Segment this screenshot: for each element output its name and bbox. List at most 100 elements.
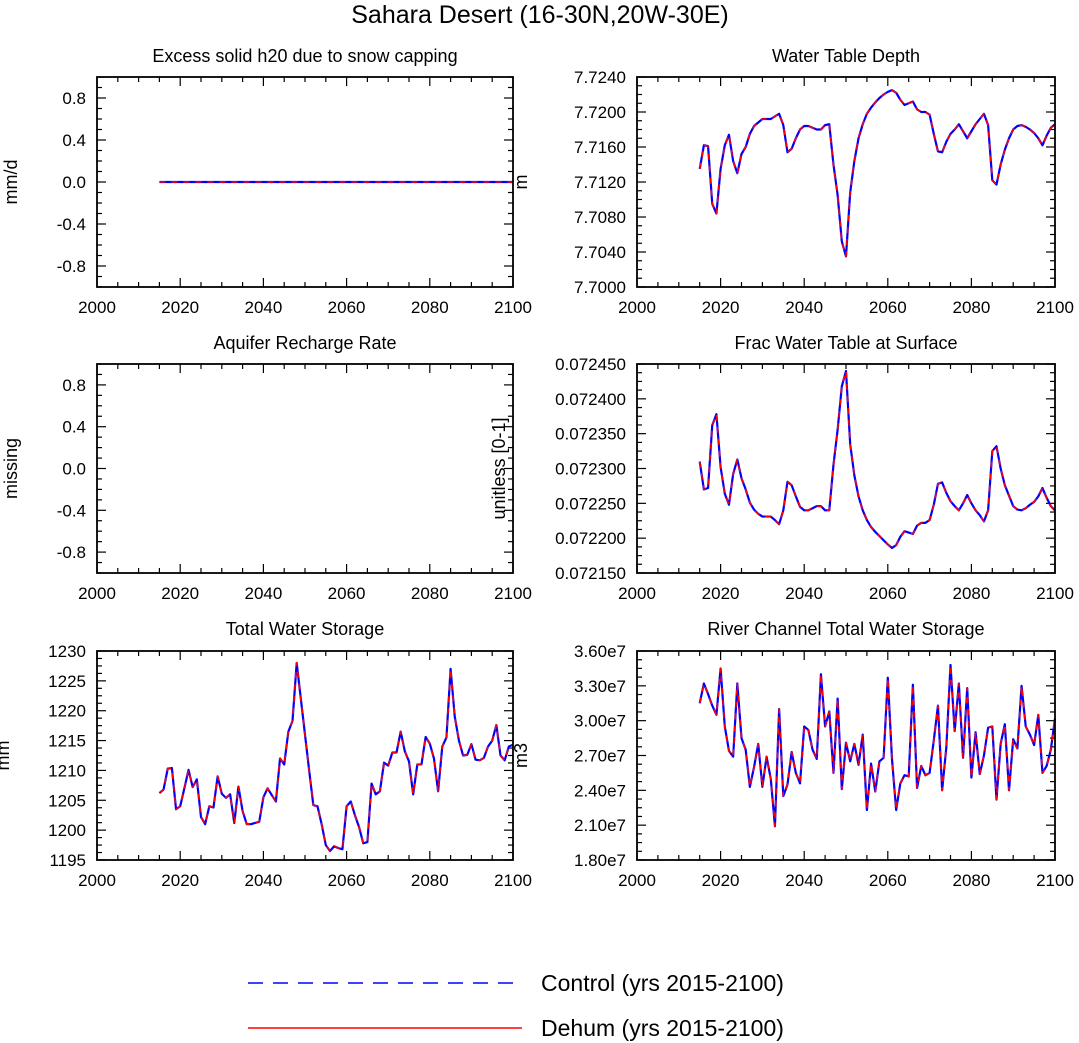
x-tick-label: 2080 xyxy=(411,871,449,890)
y-tick-label: 1225 xyxy=(48,672,86,691)
x-tick-label: 2080 xyxy=(952,584,990,603)
plot-frame xyxy=(96,76,514,288)
x-tick-label: 2060 xyxy=(869,298,907,317)
panels: Excess solid h20 due to snow capping 2000… xyxy=(0,46,1074,890)
x-tick-label: 2000 xyxy=(618,871,656,890)
x-tick-label: 2100 xyxy=(494,298,532,317)
series-line-dehum xyxy=(158,662,514,852)
y-tick-label: 1210 xyxy=(48,761,86,780)
panel-river-channel-storage: River Channel Total Water Storage 2000 202… xyxy=(511,619,1074,890)
x-tick-label: 2020 xyxy=(161,584,199,603)
series-line-dehum xyxy=(698,664,1056,828)
panel-water-table-depth: Water Table Depth 2000 2020 2040 2060 2080 210… xyxy=(511,46,1074,317)
x-tick-label: 2080 xyxy=(952,871,990,890)
series-line-control xyxy=(698,369,1056,550)
x-tick-label: 2060 xyxy=(869,584,907,603)
series-line-control xyxy=(158,661,514,853)
y-tick-label: 1.80e7 xyxy=(574,851,626,870)
y-tick-label: 1230 xyxy=(48,642,86,661)
y-tick-label: 0.072200 xyxy=(555,529,626,548)
y-tick-label: 0.072450 xyxy=(555,355,626,374)
x-tick-label: 2060 xyxy=(328,584,366,603)
panel-snow-capping: Excess solid h20 due to snow capping 2000… xyxy=(1,46,532,317)
y-tick-label: 0.8 xyxy=(62,89,86,108)
y-tick-label: 1195 xyxy=(49,851,86,870)
x-tick-label: 2100 xyxy=(1036,871,1074,890)
series-line-control xyxy=(698,89,1056,258)
y-tick-label: 1215 xyxy=(48,732,86,751)
series-line-dehum xyxy=(698,370,1056,549)
y-tick-label: 1200 xyxy=(48,821,86,840)
y-tick-label: 1205 xyxy=(48,791,86,810)
x-tick-label: 2040 xyxy=(785,871,823,890)
y-tick-label: 7.7160 xyxy=(574,138,626,157)
y-tick-label: 3.60e7 xyxy=(574,642,626,661)
y-tick-label: 7.7040 xyxy=(574,243,626,262)
y-axis-title: mm xyxy=(0,741,13,771)
y-tick-label: 2.70e7 xyxy=(574,747,626,766)
y-tick-label: 0.072350 xyxy=(555,425,626,444)
panel-title: Total Water Storage xyxy=(226,619,384,639)
y-tick-label: 0.4 xyxy=(62,131,86,150)
x-tick-label: 2040 xyxy=(244,298,282,317)
x-tick-label: 2000 xyxy=(78,584,116,603)
y-tick-label: -0.4 xyxy=(57,215,86,234)
x-tick-label: 2040 xyxy=(785,584,823,603)
x-tick-label: 2020 xyxy=(702,584,740,603)
x-tick-label: 2060 xyxy=(869,871,907,890)
plot-frame xyxy=(96,650,514,861)
y-axis-title: m3 xyxy=(511,743,531,768)
x-tick-label: 2020 xyxy=(161,298,199,317)
y-tick-label: 7.7120 xyxy=(574,173,626,192)
x-tick-label: 2100 xyxy=(1036,584,1074,603)
x-tick-label: 2020 xyxy=(702,871,740,890)
x-tick-label: 2060 xyxy=(328,871,366,890)
x-tick-label: 2080 xyxy=(411,298,449,317)
panel-aquifer-recharge: Aquifer Recharge Rate 2000 2020 2040 2060 208… xyxy=(1,333,532,603)
x-tick-label: 2040 xyxy=(244,871,282,890)
panel-title: River Channel Total Water Storage xyxy=(707,619,984,639)
y-tick-label: 2.40e7 xyxy=(574,781,626,800)
plot-frame xyxy=(636,76,1056,288)
x-tick-label: 2020 xyxy=(702,298,740,317)
x-tick-label: 2100 xyxy=(1036,298,1074,317)
y-tick-label: 0.0 xyxy=(62,173,86,192)
y-tick-label: 0.072250 xyxy=(555,494,626,513)
y-tick-label: 7.7200 xyxy=(574,103,626,122)
x-tick-label: 2000 xyxy=(618,298,656,317)
y-tick-label: 3.30e7 xyxy=(574,677,626,696)
y-tick-label: 0.8 xyxy=(62,376,86,395)
legend-label-dehum: Dehum (yrs 2015-2100) xyxy=(541,1015,784,1041)
y-axis-title: unitless [0-1] xyxy=(489,417,509,519)
panel-title: Water Table Depth xyxy=(772,46,920,66)
y-tick-label: 3.00e7 xyxy=(574,712,626,731)
x-tick-label: 2100 xyxy=(494,584,532,603)
y-tick-label: 0.4 xyxy=(62,418,86,437)
panel-total-water-storage: Total Water Storage 2000 2020 2040 2060 2080 2… xyxy=(0,619,532,890)
x-tick-label: 2080 xyxy=(411,584,449,603)
y-axis-title: m xyxy=(511,175,531,190)
x-tick-label: 2020 xyxy=(161,871,199,890)
plot-frame xyxy=(636,650,1056,861)
panel-frac-water-table: Frac Water Table at Surface 2000 2020 2040 2… xyxy=(489,333,1074,603)
panel-title: Aquifer Recharge Rate xyxy=(213,333,396,353)
y-tick-label: 0.0 xyxy=(62,460,86,479)
y-tick-label: 1220 xyxy=(48,702,86,721)
x-tick-label: 2040 xyxy=(785,298,823,317)
plot-frame xyxy=(636,363,1056,574)
series-line-control xyxy=(698,663,1057,828)
y-axis-title: missing xyxy=(1,438,21,499)
y-tick-label: 7.7240 xyxy=(574,68,626,87)
y-tick-label: -0.4 xyxy=(57,501,86,520)
y-axis-title: mm/d xyxy=(1,160,21,205)
figure-title: Sahara Desert (16-30N,20W-30E) xyxy=(351,1,729,29)
x-tick-label: 2080 xyxy=(952,298,990,317)
y-tick-label: 0.072150 xyxy=(555,564,626,583)
x-tick-label: 2100 xyxy=(494,871,532,890)
plot-frame xyxy=(96,363,514,574)
legend-label-control: Control (yrs 2015-2100) xyxy=(541,970,784,996)
legend: Control (yrs 2015-2100) Dehum (yrs 2015-… xyxy=(248,970,784,1041)
y-tick-label: 2.10e7 xyxy=(574,816,626,835)
y-tick-label: 0.072300 xyxy=(555,460,626,479)
